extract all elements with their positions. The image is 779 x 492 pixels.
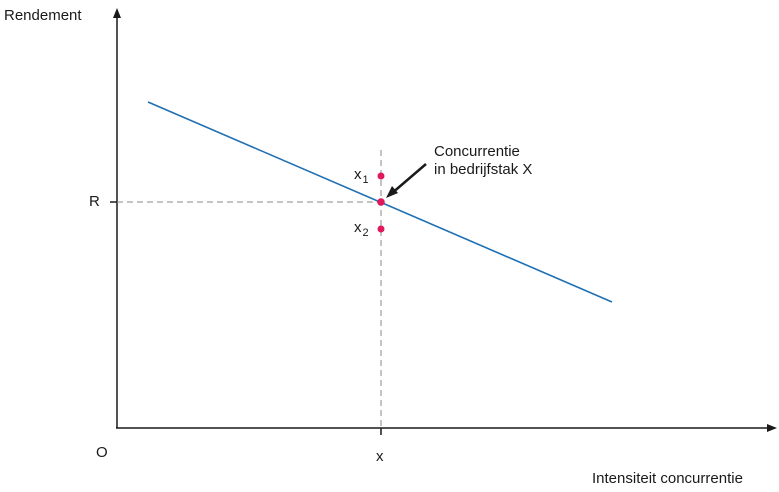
- annotation-label: Concurrentie in bedrijfstak X: [434, 143, 532, 179]
- y-axis-arrow-icon: [113, 8, 121, 18]
- y-axis-label: Rendement: [4, 7, 82, 24]
- point-x2: [377, 225, 385, 233]
- annotation-line2: in bedrijfstak X: [434, 161, 533, 178]
- point-x1-sub: 1: [362, 174, 369, 186]
- r-label: R: [89, 193, 100, 210]
- origin-label: O: [96, 444, 108, 461]
- point-x1-label: x1: [354, 166, 369, 186]
- annotation-line1: Concurrentie: [434, 143, 520, 160]
- point-x2-label: x2: [354, 219, 369, 239]
- annotation-arrowhead-icon: [386, 186, 398, 198]
- point-equilibrium: [377, 198, 385, 206]
- annotation-arrow: [390, 163, 427, 195]
- x-axis-label: Intensiteit concurrentie: [592, 470, 743, 487]
- x-label: x: [376, 448, 384, 465]
- point-x1: [377, 172, 385, 180]
- point-x2-base: x: [354, 219, 362, 236]
- point-x1-base: x: [354, 166, 362, 183]
- point-x2-sub: 2: [362, 227, 369, 239]
- x-axis-arrow-icon: [767, 424, 777, 432]
